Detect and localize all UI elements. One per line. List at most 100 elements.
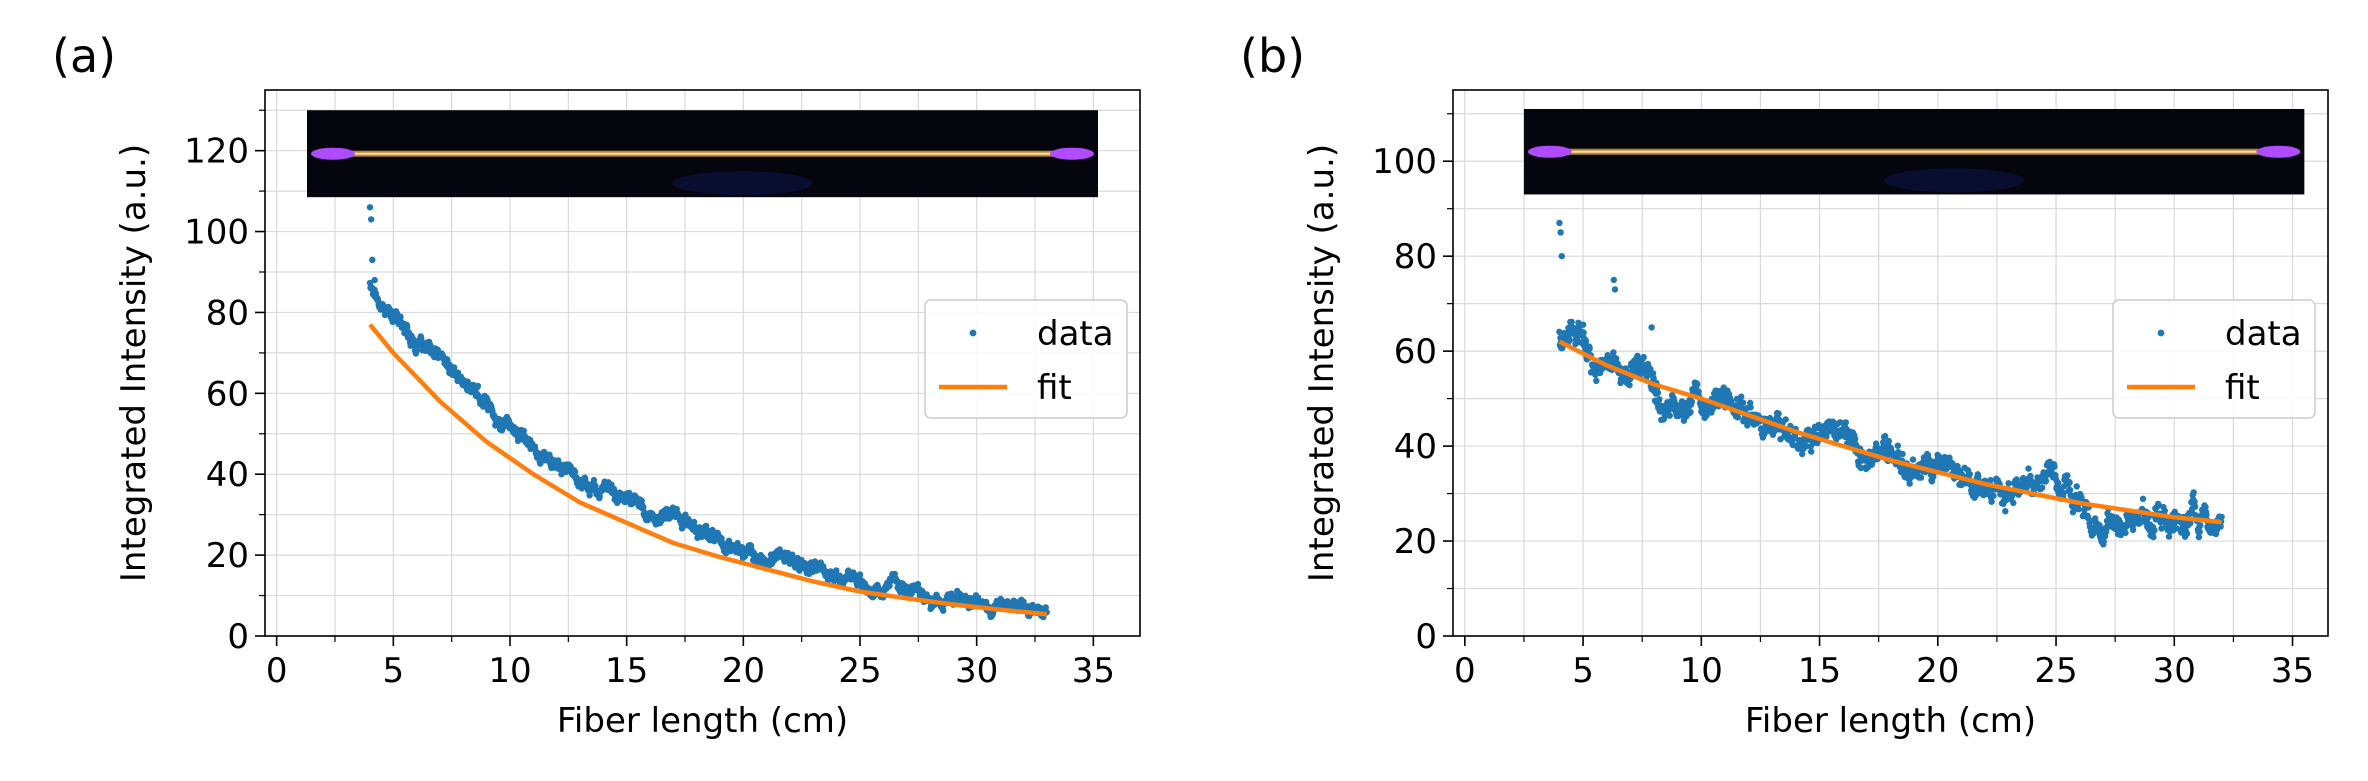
data-point bbox=[1611, 286, 1619, 293]
y-axis-label: Integrated Intensity (a.u.) bbox=[114, 144, 154, 582]
y-tick-label: 20 bbox=[1394, 522, 1437, 562]
x-tick-label: 20 bbox=[722, 651, 765, 691]
y-tick-label: 100 bbox=[1372, 142, 1437, 182]
x-axis-label: Fiber length (cm) bbox=[1745, 701, 2036, 741]
data-point bbox=[586, 492, 593, 499]
data-point bbox=[626, 489, 633, 497]
y-axis-label: Integrated Intensity (a.u.) bbox=[1302, 144, 1342, 582]
data-point bbox=[1640, 353, 1647, 361]
y-tick-label: 100 bbox=[184, 213, 249, 253]
data-point bbox=[2060, 489, 2067, 497]
data-point bbox=[1761, 430, 1768, 438]
legend-label-data: data bbox=[1037, 314, 1114, 354]
data-point bbox=[1656, 396, 1663, 403]
data-point bbox=[397, 313, 404, 321]
legend-marker-data bbox=[2157, 329, 2165, 337]
data-point bbox=[1799, 450, 1806, 458]
data-point bbox=[1885, 437, 1893, 445]
x-tick-label: 15 bbox=[605, 651, 648, 691]
fiber-end-right bbox=[1050, 147, 1094, 160]
y-tick-label: 0 bbox=[227, 617, 249, 657]
data-point bbox=[1613, 355, 1620, 362]
data-point bbox=[738, 544, 746, 551]
data-point bbox=[1738, 393, 1745, 400]
inset-fiber-photo bbox=[1523, 108, 2305, 195]
data-point bbox=[2051, 463, 2058, 470]
data-point bbox=[2196, 528, 2203, 536]
data-point bbox=[1610, 349, 1617, 356]
data-point bbox=[1842, 419, 1850, 426]
series-fit-line bbox=[368, 323, 1047, 617]
data-point bbox=[1881, 432, 1889, 440]
data-point bbox=[2027, 472, 2034, 480]
x-tick-label: 30 bbox=[955, 651, 998, 691]
data-point bbox=[2155, 501, 2162, 509]
x-tick-label: 25 bbox=[2034, 651, 2077, 691]
data-point bbox=[2195, 533, 2203, 541]
y-tick-label: 80 bbox=[206, 293, 249, 333]
panel-label: (b) bbox=[1240, 29, 1305, 83]
data-point bbox=[1559, 344, 1566, 352]
data-point bbox=[914, 580, 922, 588]
plot-frame bbox=[264, 89, 1141, 637]
data-point bbox=[1557, 229, 1564, 236]
plot-frame bbox=[1452, 89, 2329, 637]
data-point bbox=[2197, 522, 2204, 529]
data-point bbox=[2073, 483, 2080, 490]
data-point bbox=[1626, 381, 1633, 389]
data-point bbox=[1802, 443, 1810, 450]
data-point bbox=[2025, 465, 2032, 472]
data-point bbox=[1966, 470, 1974, 478]
data-point bbox=[2191, 503, 2199, 510]
data-point bbox=[2187, 520, 2194, 527]
panel-a: (a) 0 5 10 15 20 25 30 35 0 20 40 60 80 100 120 Fiber le… bbox=[52, 29, 1141, 741]
panel-b: (b) 0 5 10 15 20 25 30 35 0 20 40 60 80 100 Fiber lengt… bbox=[1240, 29, 2329, 741]
x-tick-label: 25 bbox=[838, 651, 881, 691]
data-point bbox=[367, 216, 375, 223]
x-tick-label: 5 bbox=[383, 651, 405, 691]
fiber-end-left bbox=[1527, 145, 1572, 158]
data-point bbox=[1582, 337, 1590, 344]
data-point bbox=[1694, 381, 1701, 388]
legend-label-fit: fit bbox=[1037, 368, 1072, 408]
fiber-end-left bbox=[311, 147, 355, 160]
data-point bbox=[371, 276, 378, 284]
data-point bbox=[1556, 219, 1563, 227]
y-tick-label: 60 bbox=[206, 374, 249, 414]
data-point bbox=[369, 256, 376, 264]
x-axis-label: Fiber length (cm) bbox=[557, 701, 848, 741]
data-point bbox=[1909, 456, 1917, 463]
y-tick-label: 40 bbox=[206, 455, 249, 495]
data-point bbox=[2190, 489, 2197, 496]
data-point bbox=[1930, 473, 1937, 480]
x-tick-label: 20 bbox=[1916, 651, 1959, 691]
axis-ticks: 0 5 10 15 20 25 30 35 0 20 40 60 80 100 bbox=[1372, 113, 2314, 691]
data-point bbox=[1739, 399, 1747, 406]
data-point bbox=[2010, 499, 2017, 507]
data-point bbox=[1634, 352, 1641, 359]
data-point bbox=[2039, 484, 2046, 491]
data-point bbox=[1747, 404, 1754, 411]
data-point bbox=[1650, 375, 1657, 382]
fiber-end-right bbox=[2256, 145, 2301, 158]
data-point bbox=[1808, 448, 1815, 455]
data-point bbox=[1899, 450, 1906, 458]
x-tick-label: 35 bbox=[1072, 651, 1115, 691]
data-point bbox=[418, 335, 425, 343]
data-point bbox=[836, 572, 843, 579]
data-point bbox=[1566, 337, 1574, 344]
y-tick-label: 80 bbox=[1394, 237, 1437, 277]
data-point bbox=[2005, 480, 2012, 487]
data-point bbox=[2202, 503, 2209, 511]
data-point bbox=[1593, 377, 1600, 384]
data-point bbox=[1873, 442, 1880, 449]
data-point bbox=[1580, 329, 1587, 336]
data-point bbox=[1586, 345, 1593, 352]
data-point bbox=[2066, 479, 2073, 486]
data-point bbox=[1734, 414, 1742, 421]
legend: data fit bbox=[2112, 299, 2316, 419]
data-point bbox=[2139, 495, 2147, 502]
data-point bbox=[2042, 477, 2050, 485]
axis-ticks: 0 5 10 15 20 25 30 35 0 20 40 60 80 100 120 bbox=[184, 109, 1115, 691]
data-point bbox=[1852, 435, 1859, 443]
